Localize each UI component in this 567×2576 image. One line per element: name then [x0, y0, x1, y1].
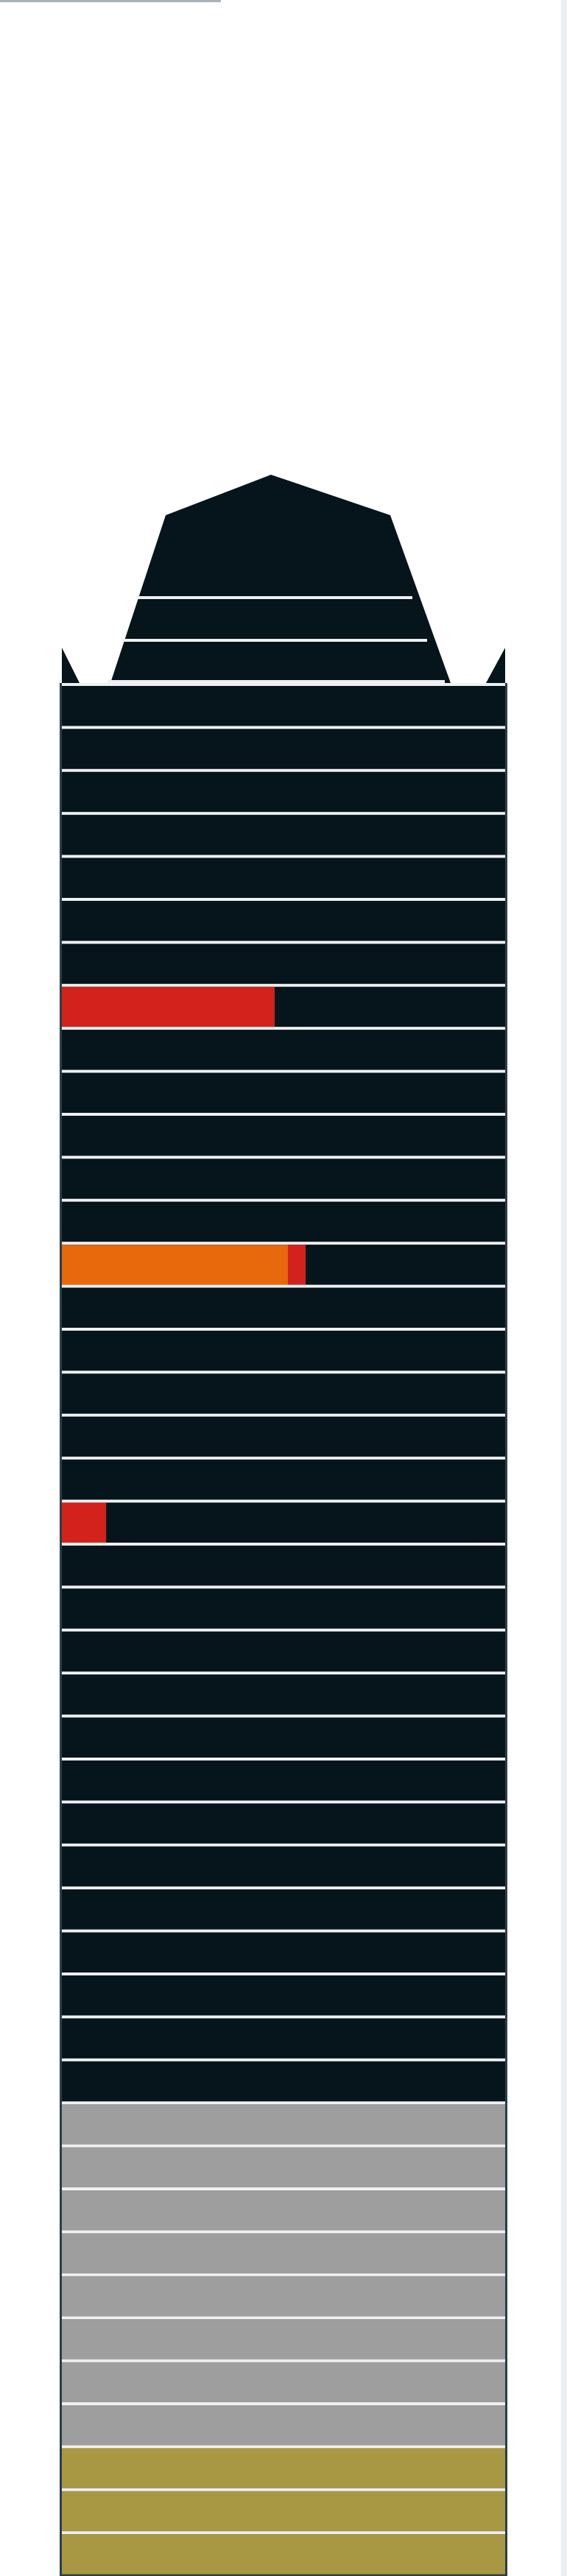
floor-18: [62, 1416, 505, 1457]
floor-11: [62, 1116, 505, 1156]
floor-36: [62, 2190, 505, 2231]
floor-1: [62, 686, 505, 726]
floor-separator: [62, 1242, 505, 1245]
floor-separator: [62, 2273, 505, 2276]
floor-22: [62, 1588, 505, 1629]
floor-20: [62, 1502, 505, 1543]
floor-separator: [62, 1156, 505, 1159]
floor-separator: [62, 1585, 505, 1589]
floor-separator: [62, 2531, 505, 2535]
floor-separator: [62, 2187, 505, 2190]
floor-separator: [62, 812, 505, 815]
floor-highlight: [288, 1245, 306, 1285]
floor-separator: [62, 683, 505, 686]
top-rule: [0, 0, 221, 2]
floor-32: [62, 2018, 505, 2059]
floor-separator: [62, 2058, 505, 2062]
floor-2: [62, 729, 505, 769]
floor-separator: [62, 1370, 505, 1374]
floor-separator: [62, 1499, 505, 1503]
floor-44: [62, 2534, 505, 2575]
floor-19: [62, 1459, 505, 1500]
crown-floor-separator: [108, 680, 445, 683]
floor-23: [62, 1631, 505, 1672]
floor-highlight: [62, 1502, 107, 1543]
floor-separator: [62, 1929, 505, 1933]
floor-34: [62, 2104, 505, 2145]
floor-41: [62, 2405, 505, 2446]
floor-10: [62, 1072, 505, 1113]
floor-separator: [62, 1113, 505, 1116]
floor-separator: [62, 1671, 505, 1675]
floor-27: [62, 1803, 505, 1844]
floor-separator: [62, 1027, 505, 1030]
floor-separator: [62, 1972, 505, 1975]
floor-17: [62, 1373, 505, 1414]
floor-separator: [62, 1800, 505, 1804]
tower-crown: [62, 475, 505, 686]
floor-separator: [62, 1886, 505, 1890]
floor-separator: [62, 2445, 505, 2449]
floor-separator: [62, 854, 505, 858]
floor-12: [62, 1158, 505, 1199]
floor-separator: [62, 2101, 505, 2105]
floor-4: [62, 815, 505, 855]
floor-39: [62, 2319, 505, 2360]
crown-floor-separator: [122, 639, 427, 642]
floor-separator: [62, 2316, 505, 2320]
floor-separator: [62, 2402, 505, 2405]
floor-43: [62, 2491, 505, 2532]
floor-separator: [62, 1413, 505, 1417]
floor-16: [62, 1331, 505, 1371]
floor-9: [62, 1030, 505, 1070]
floor-separator: [62, 1543, 505, 1546]
floor-24: [62, 1674, 505, 1715]
floor-35: [62, 2147, 505, 2187]
floor-6: [62, 901, 505, 941]
floor-separator: [62, 2144, 505, 2148]
floor-13: [62, 1201, 505, 1242]
floor-separator: [62, 2488, 505, 2491]
floor-25: [62, 1717, 505, 1758]
floor-separator: [62, 2015, 505, 2019]
floor-15: [62, 1287, 505, 1328]
floor-separator: [62, 983, 505, 987]
floor-42: [62, 2448, 505, 2488]
floor-40: [62, 2362, 505, 2402]
floor-26: [62, 1761, 505, 1801]
floor-31: [62, 1975, 505, 2016]
floor-38: [62, 2276, 505, 2317]
floor-separator: [62, 2359, 505, 2363]
floor-separator: [62, 1714, 505, 1718]
right-edge-strip: [561, 0, 567, 2576]
floor-separator: [62, 2230, 505, 2234]
floor-separator: [62, 898, 505, 901]
floor-3: [62, 771, 505, 813]
floor-21: [62, 1546, 505, 1586]
floor-30: [62, 1932, 505, 1972]
floor-separator: [62, 941, 505, 944]
floor-separator: [62, 1457, 505, 1460]
floor-28: [62, 1846, 505, 1887]
floor-highlight: [62, 986, 275, 1027]
floor-separator: [62, 726, 505, 729]
floor-separator: [62, 768, 505, 772]
crown-floor-separator: [137, 596, 412, 599]
floor-37: [62, 2233, 505, 2274]
floor-separator: [62, 1069, 505, 1073]
floor-33: [62, 2061, 505, 2102]
floor-separator: [62, 1328, 505, 1331]
floor-29: [62, 1889, 505, 1930]
floor-separator: [62, 1758, 505, 1761]
floor-separator: [62, 1628, 505, 1632]
floor-separator: [62, 1198, 505, 1202]
floor-highlight: [62, 1245, 289, 1285]
floor-7: [62, 944, 505, 984]
floor-5: [62, 857, 505, 898]
floor-separator: [62, 1843, 505, 1847]
floor-separator: [62, 1284, 505, 1288]
